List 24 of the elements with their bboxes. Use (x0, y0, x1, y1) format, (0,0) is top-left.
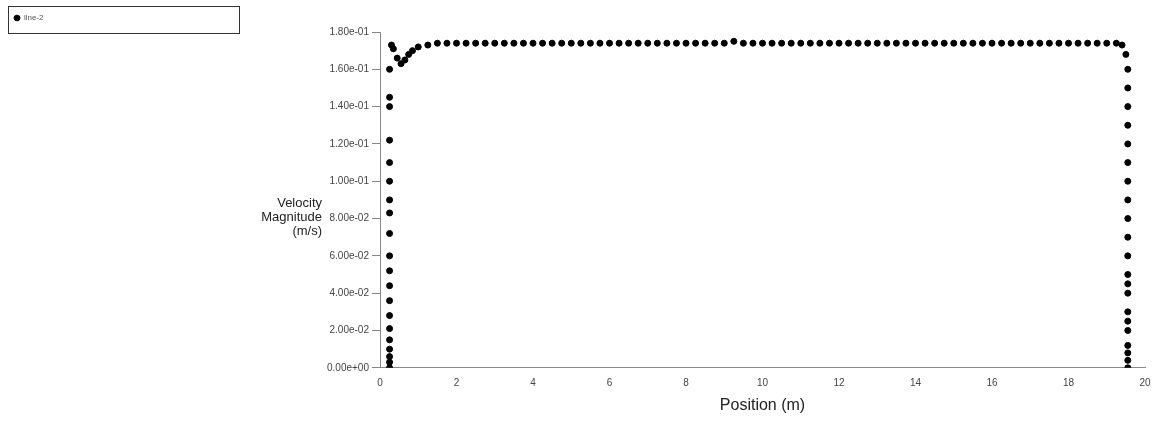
x-tick-label: 20 (1139, 376, 1151, 388)
y-tick-label: 6.00e-02 (329, 249, 370, 261)
x-tick-label: 14 (909, 376, 922, 388)
y-tick-label: 0.00e+00 (327, 361, 370, 373)
x-tick-label: 16 (986, 376, 998, 388)
legend-label: line-2 (24, 13, 45, 23)
x-tick-label: 6 (606, 376, 613, 388)
x-tick-label: 2 (453, 376, 460, 388)
y-tick-label: 1.40e-01 (329, 100, 370, 112)
x-tick-label: 0 (377, 376, 384, 388)
y-tick-label: 8.00e-02 (329, 212, 370, 224)
y-tick-label: 1.80e-01 (329, 25, 370, 37)
x-tick-label: 12 (833, 376, 845, 388)
y-tick-label: 1.00e-01 (329, 174, 370, 186)
x-axis-title: Position (m) (719, 395, 806, 413)
x-tick-label: 10 (756, 376, 769, 388)
x-tick-label: 8 (683, 376, 690, 388)
y-axis-title: Velocity Magnitude (m/s) (260, 195, 322, 238)
y-tick-label: 2.00e-02 (329, 324, 370, 336)
y-tick-label: 1.20e-01 (329, 137, 370, 149)
y-tick-label: 1.60e-01 (329, 63, 370, 75)
x-tick-label: 4 (530, 376, 537, 388)
y-tick-label: 4.00e-02 (329, 286, 370, 298)
x-tick-label: 18 (1062, 376, 1075, 388)
